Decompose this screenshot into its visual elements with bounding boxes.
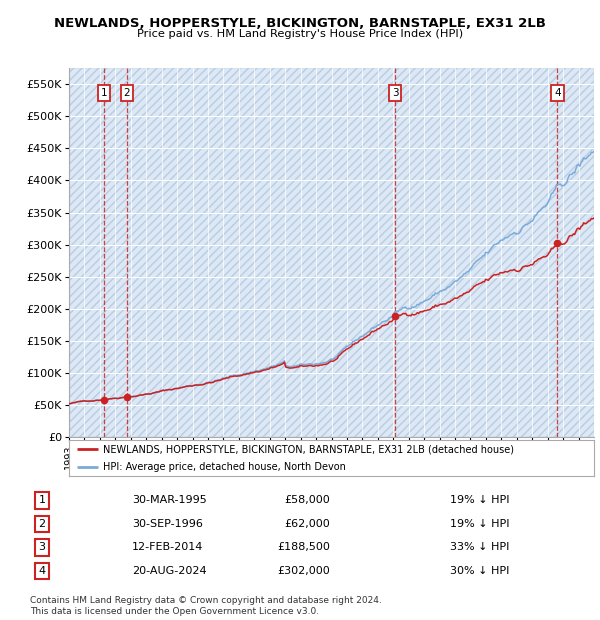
Text: 3: 3 [38,542,46,552]
Text: HPI: Average price, detached house, North Devon: HPI: Average price, detached house, Nort… [103,462,346,472]
Text: £302,000: £302,000 [277,566,330,576]
Text: 19% ↓ HPI: 19% ↓ HPI [450,495,509,505]
Text: 12-FEB-2014: 12-FEB-2014 [132,542,203,552]
Text: NEWLANDS, HOPPERSTYLE, BICKINGTON, BARNSTAPLE, EX31 2LB (detached house): NEWLANDS, HOPPERSTYLE, BICKINGTON, BARNS… [103,444,514,454]
Text: 4: 4 [38,566,46,576]
Text: 1: 1 [100,88,107,98]
Text: 2: 2 [124,88,130,98]
Text: £62,000: £62,000 [284,519,330,529]
Text: 20-AUG-2024: 20-AUG-2024 [132,566,206,576]
Text: 30% ↓ HPI: 30% ↓ HPI [450,566,509,576]
Text: 19% ↓ HPI: 19% ↓ HPI [450,519,509,529]
Text: 3: 3 [392,88,398,98]
Text: 30-SEP-1996: 30-SEP-1996 [132,519,203,529]
Text: 1: 1 [38,495,46,505]
Text: 30-MAR-1995: 30-MAR-1995 [132,495,207,505]
Text: NEWLANDS, HOPPERSTYLE, BICKINGTON, BARNSTAPLE, EX31 2LB: NEWLANDS, HOPPERSTYLE, BICKINGTON, BARNS… [54,17,546,30]
Text: Contains HM Land Registry data © Crown copyright and database right 2024.
This d: Contains HM Land Registry data © Crown c… [30,596,382,616]
Text: Price paid vs. HM Land Registry's House Price Index (HPI): Price paid vs. HM Land Registry's House … [137,29,463,39]
Text: 2: 2 [38,519,46,529]
Text: £188,500: £188,500 [277,542,330,552]
Text: 4: 4 [554,88,561,98]
Text: £58,000: £58,000 [284,495,330,505]
Text: 33% ↓ HPI: 33% ↓ HPI [450,542,509,552]
